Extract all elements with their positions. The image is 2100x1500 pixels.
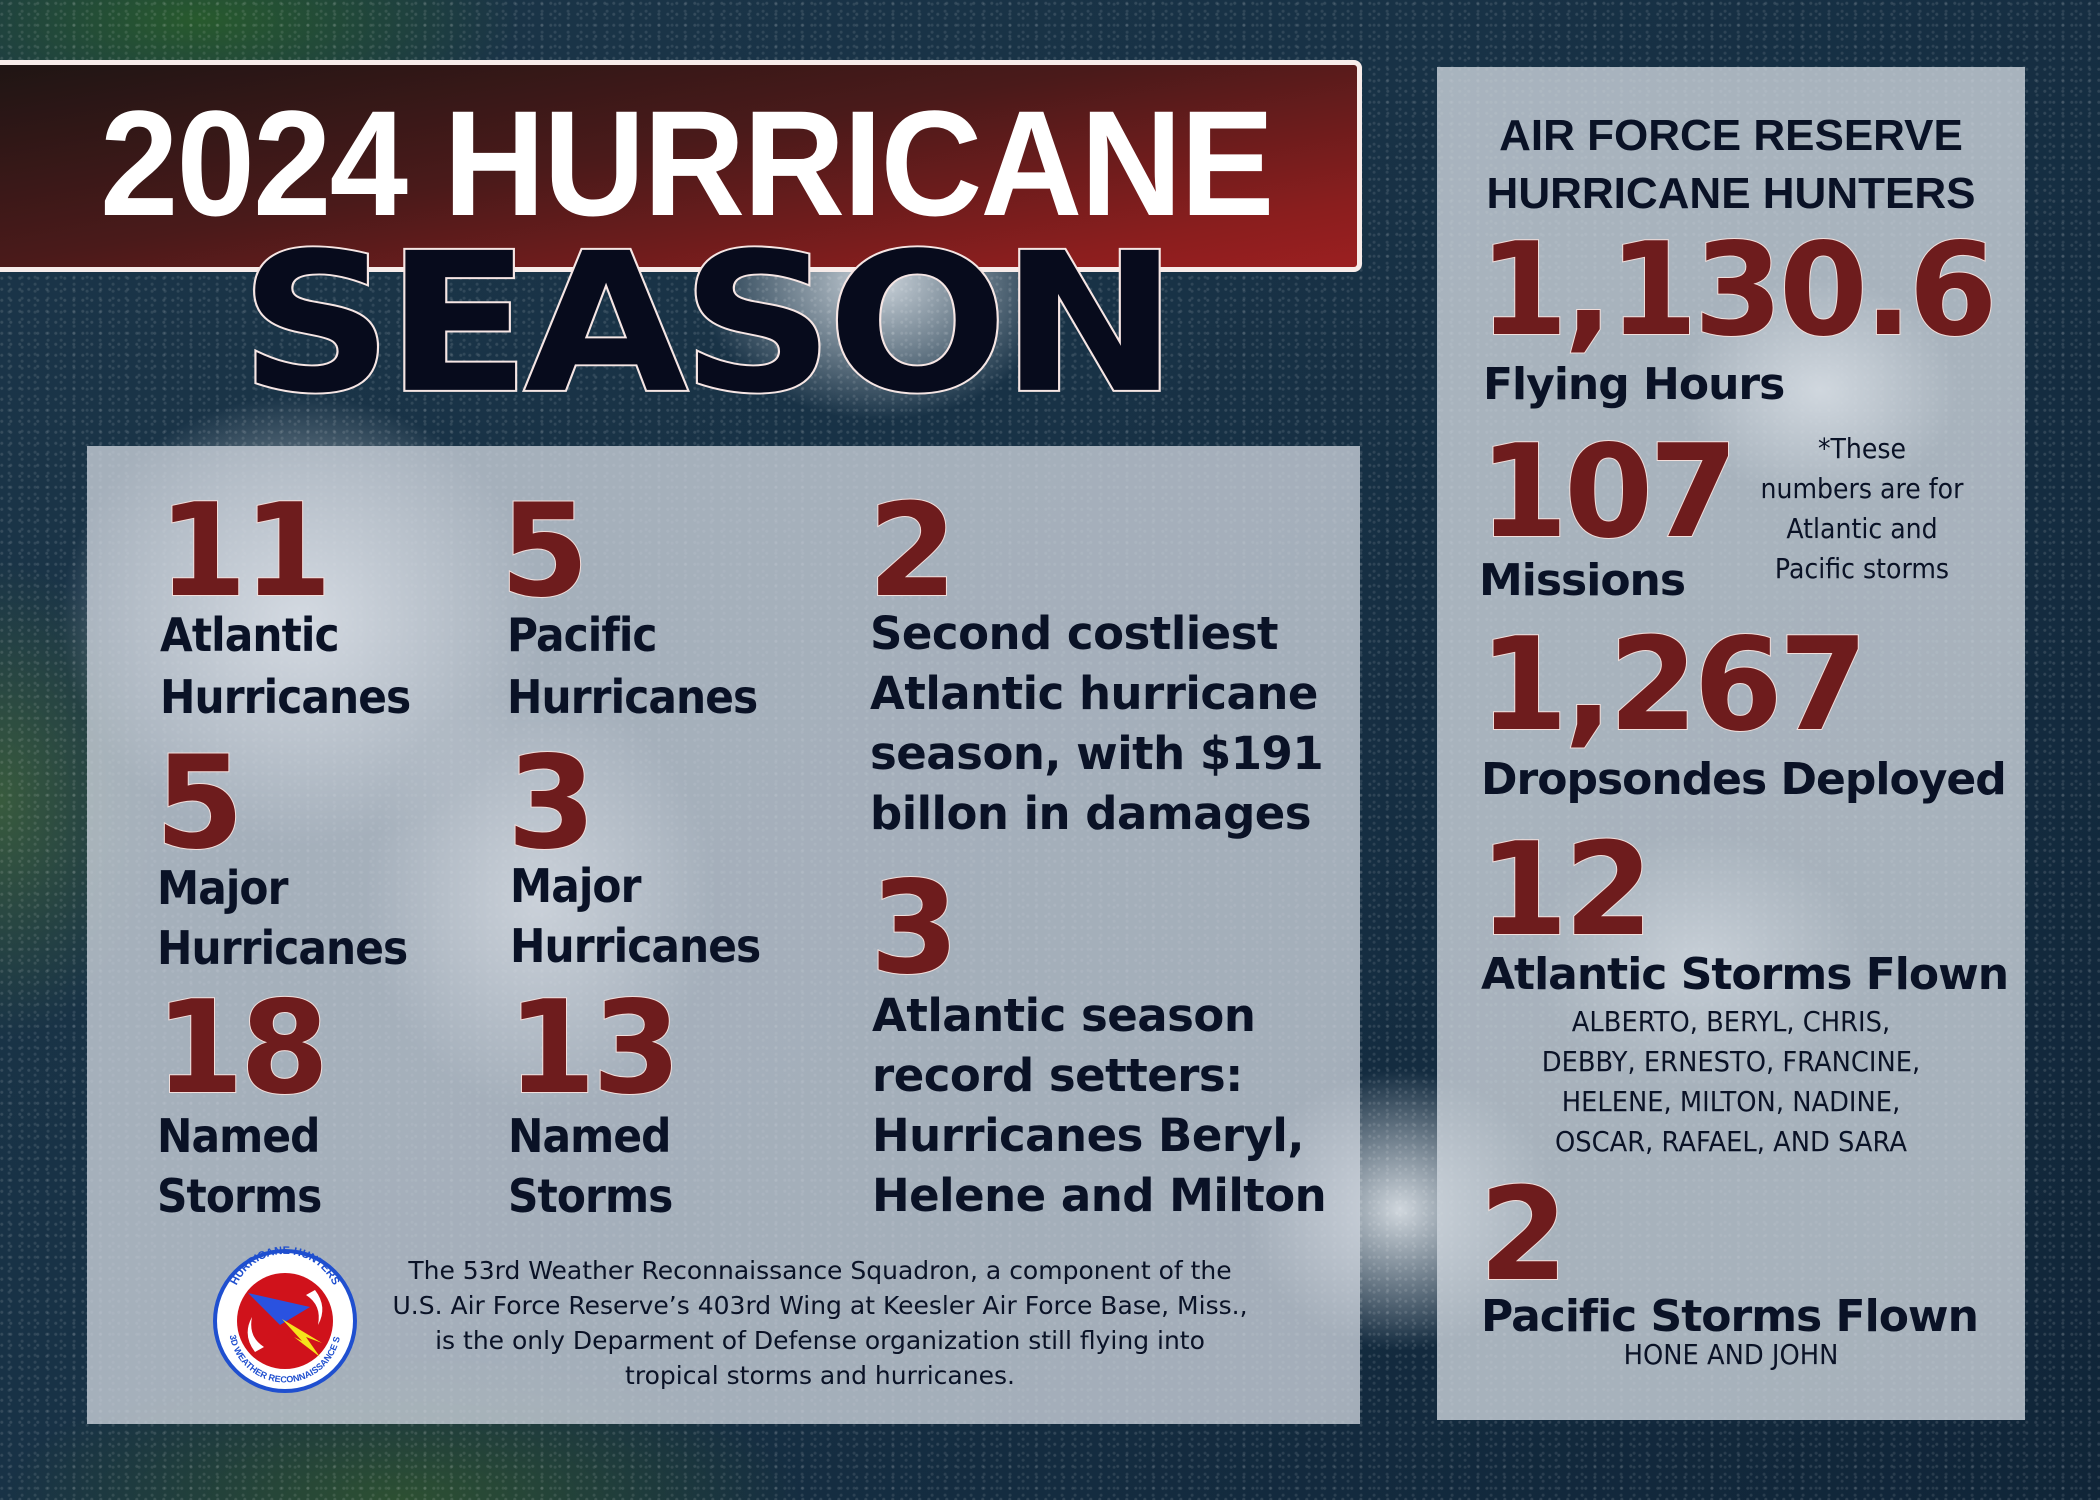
- hurricane-hunters-logo: HURRICANE HUNTERS 53D WEATHER RECONNAISS…: [210, 1245, 357, 1393]
- storm-names-line: OSCAR, RAFAEL, AND SARA: [1555, 1125, 1907, 1158]
- pacific-flown-label: Pacific Storms Flown: [1481, 1291, 1979, 1342]
- storm-names-line: DEBBY, ERNESTO, FRANCINE,: [1541, 1045, 1921, 1078]
- stat-label: Hurricanes: [160, 670, 411, 724]
- pacific-flown-value: 2: [1478, 1161, 1569, 1310]
- stat-value: 2: [867, 477, 958, 626]
- stat-label: Pacific: [507, 608, 658, 662]
- footnote-line: numbers are for: [1760, 472, 1964, 505]
- description-line: is the only Deparment of Defense organiz…: [435, 1326, 1205, 1355]
- stat-value: 18: [154, 974, 330, 1123]
- description-line: U.S. Air Force Reserve’s 403rd Wing at K…: [392, 1291, 1248, 1320]
- stat-label: Storms: [508, 1169, 673, 1223]
- stat-value: 3: [869, 854, 960, 1003]
- highlight-line: Second costliest: [870, 607, 1279, 660]
- missions-value: 107: [1478, 418, 1739, 567]
- stat-value: 5: [154, 729, 245, 878]
- highlight-line: season, with $191: [870, 727, 1324, 780]
- highlight-line: billon in damages: [870, 787, 1312, 840]
- dropsondes-value: 1,267: [1478, 611, 1869, 760]
- stat-value: 11: [157, 477, 333, 626]
- storm-names-line: HONE AND JOHN: [1623, 1338, 1839, 1371]
- atlantic-flown-label: Atlantic Storms Flown: [1481, 949, 2009, 1000]
- stat-value: 5: [499, 477, 590, 626]
- highlight-line: Helene and Milton: [872, 1169, 1327, 1222]
- highlight-line: record setters:: [872, 1049, 1243, 1102]
- panel-heading-line-1: AIR FORCE RESERVE: [1499, 111, 1963, 160]
- title-banner: [0, 60, 1362, 272]
- flying-hours-label: Flying Hours: [1483, 359, 1785, 410]
- description-line: tropical storms and hurricanes.: [625, 1361, 1015, 1390]
- flying-hours-value: 1,130.6: [1478, 216, 1999, 365]
- panel-heading: AIR FORCE RESERVE HURRICANE HUNTERS: [1437, 107, 2025, 223]
- footnote-line: Atlantic and: [1786, 512, 1938, 545]
- highlight-line: Atlantic hurricane: [870, 667, 1318, 720]
- description-line: The 53rd Weather Reconnaissance Squadron…: [408, 1256, 1232, 1285]
- title-line-1: 2024 HURRICANE: [100, 79, 1274, 247]
- dropsondes-label: Dropsondes Deployed: [1481, 754, 2007, 805]
- stat-label: Major: [510, 859, 641, 913]
- stat-label: Hurricanes: [157, 921, 408, 975]
- storm-names-line: ALBERTO, BERYL, CHRIS,: [1571, 1005, 1891, 1038]
- title-line-2: SEASON: [238, 212, 1180, 436]
- panel-heading-line-2: HURRICANE HUNTERS: [1486, 169, 1976, 218]
- stat-label: Hurricanes: [510, 919, 761, 973]
- hurricane-hunters-panel: AIR FORCE RESERVE HURRICANE HUNTERS 1,13…: [1437, 67, 2025, 1420]
- highlight-line: Hurricanes Beryl,: [872, 1109, 1304, 1162]
- stat-value: 13: [506, 974, 682, 1123]
- footnote: *These numbers are for Atlantic and Paci…: [1759, 429, 1966, 589]
- pacific-storm-names: HONE AND JOHN: [1461, 1335, 2002, 1375]
- stat-label: Named: [508, 1109, 671, 1163]
- stat-value: 3: [506, 729, 597, 878]
- storm-names-line: HELENE, MILTON, NADINE,: [1561, 1085, 1901, 1118]
- stat-label: Major: [157, 861, 288, 915]
- stat-label: Storms: [157, 1169, 322, 1223]
- highlight-line: Atlantic season: [872, 989, 1256, 1042]
- footnote-line: *These: [1817, 432, 1907, 465]
- squadron-description: The 53rd Weather Reconnaissance Squadron…: [370, 1253, 1270, 1393]
- stat-label: Atlantic: [160, 608, 340, 662]
- footnote-line: Pacific storms: [1774, 552, 1950, 585]
- atlantic-flown-value: 12: [1478, 816, 1654, 965]
- atlantic-storm-names: ALBERTO, BERYL, CHRIS, DEBBY, ERNESTO, F…: [1461, 1002, 2002, 1162]
- stat-label: Named: [157, 1109, 320, 1163]
- stat-label: Hurricanes: [507, 670, 758, 724]
- missions-label: Missions: [1479, 555, 1686, 606]
